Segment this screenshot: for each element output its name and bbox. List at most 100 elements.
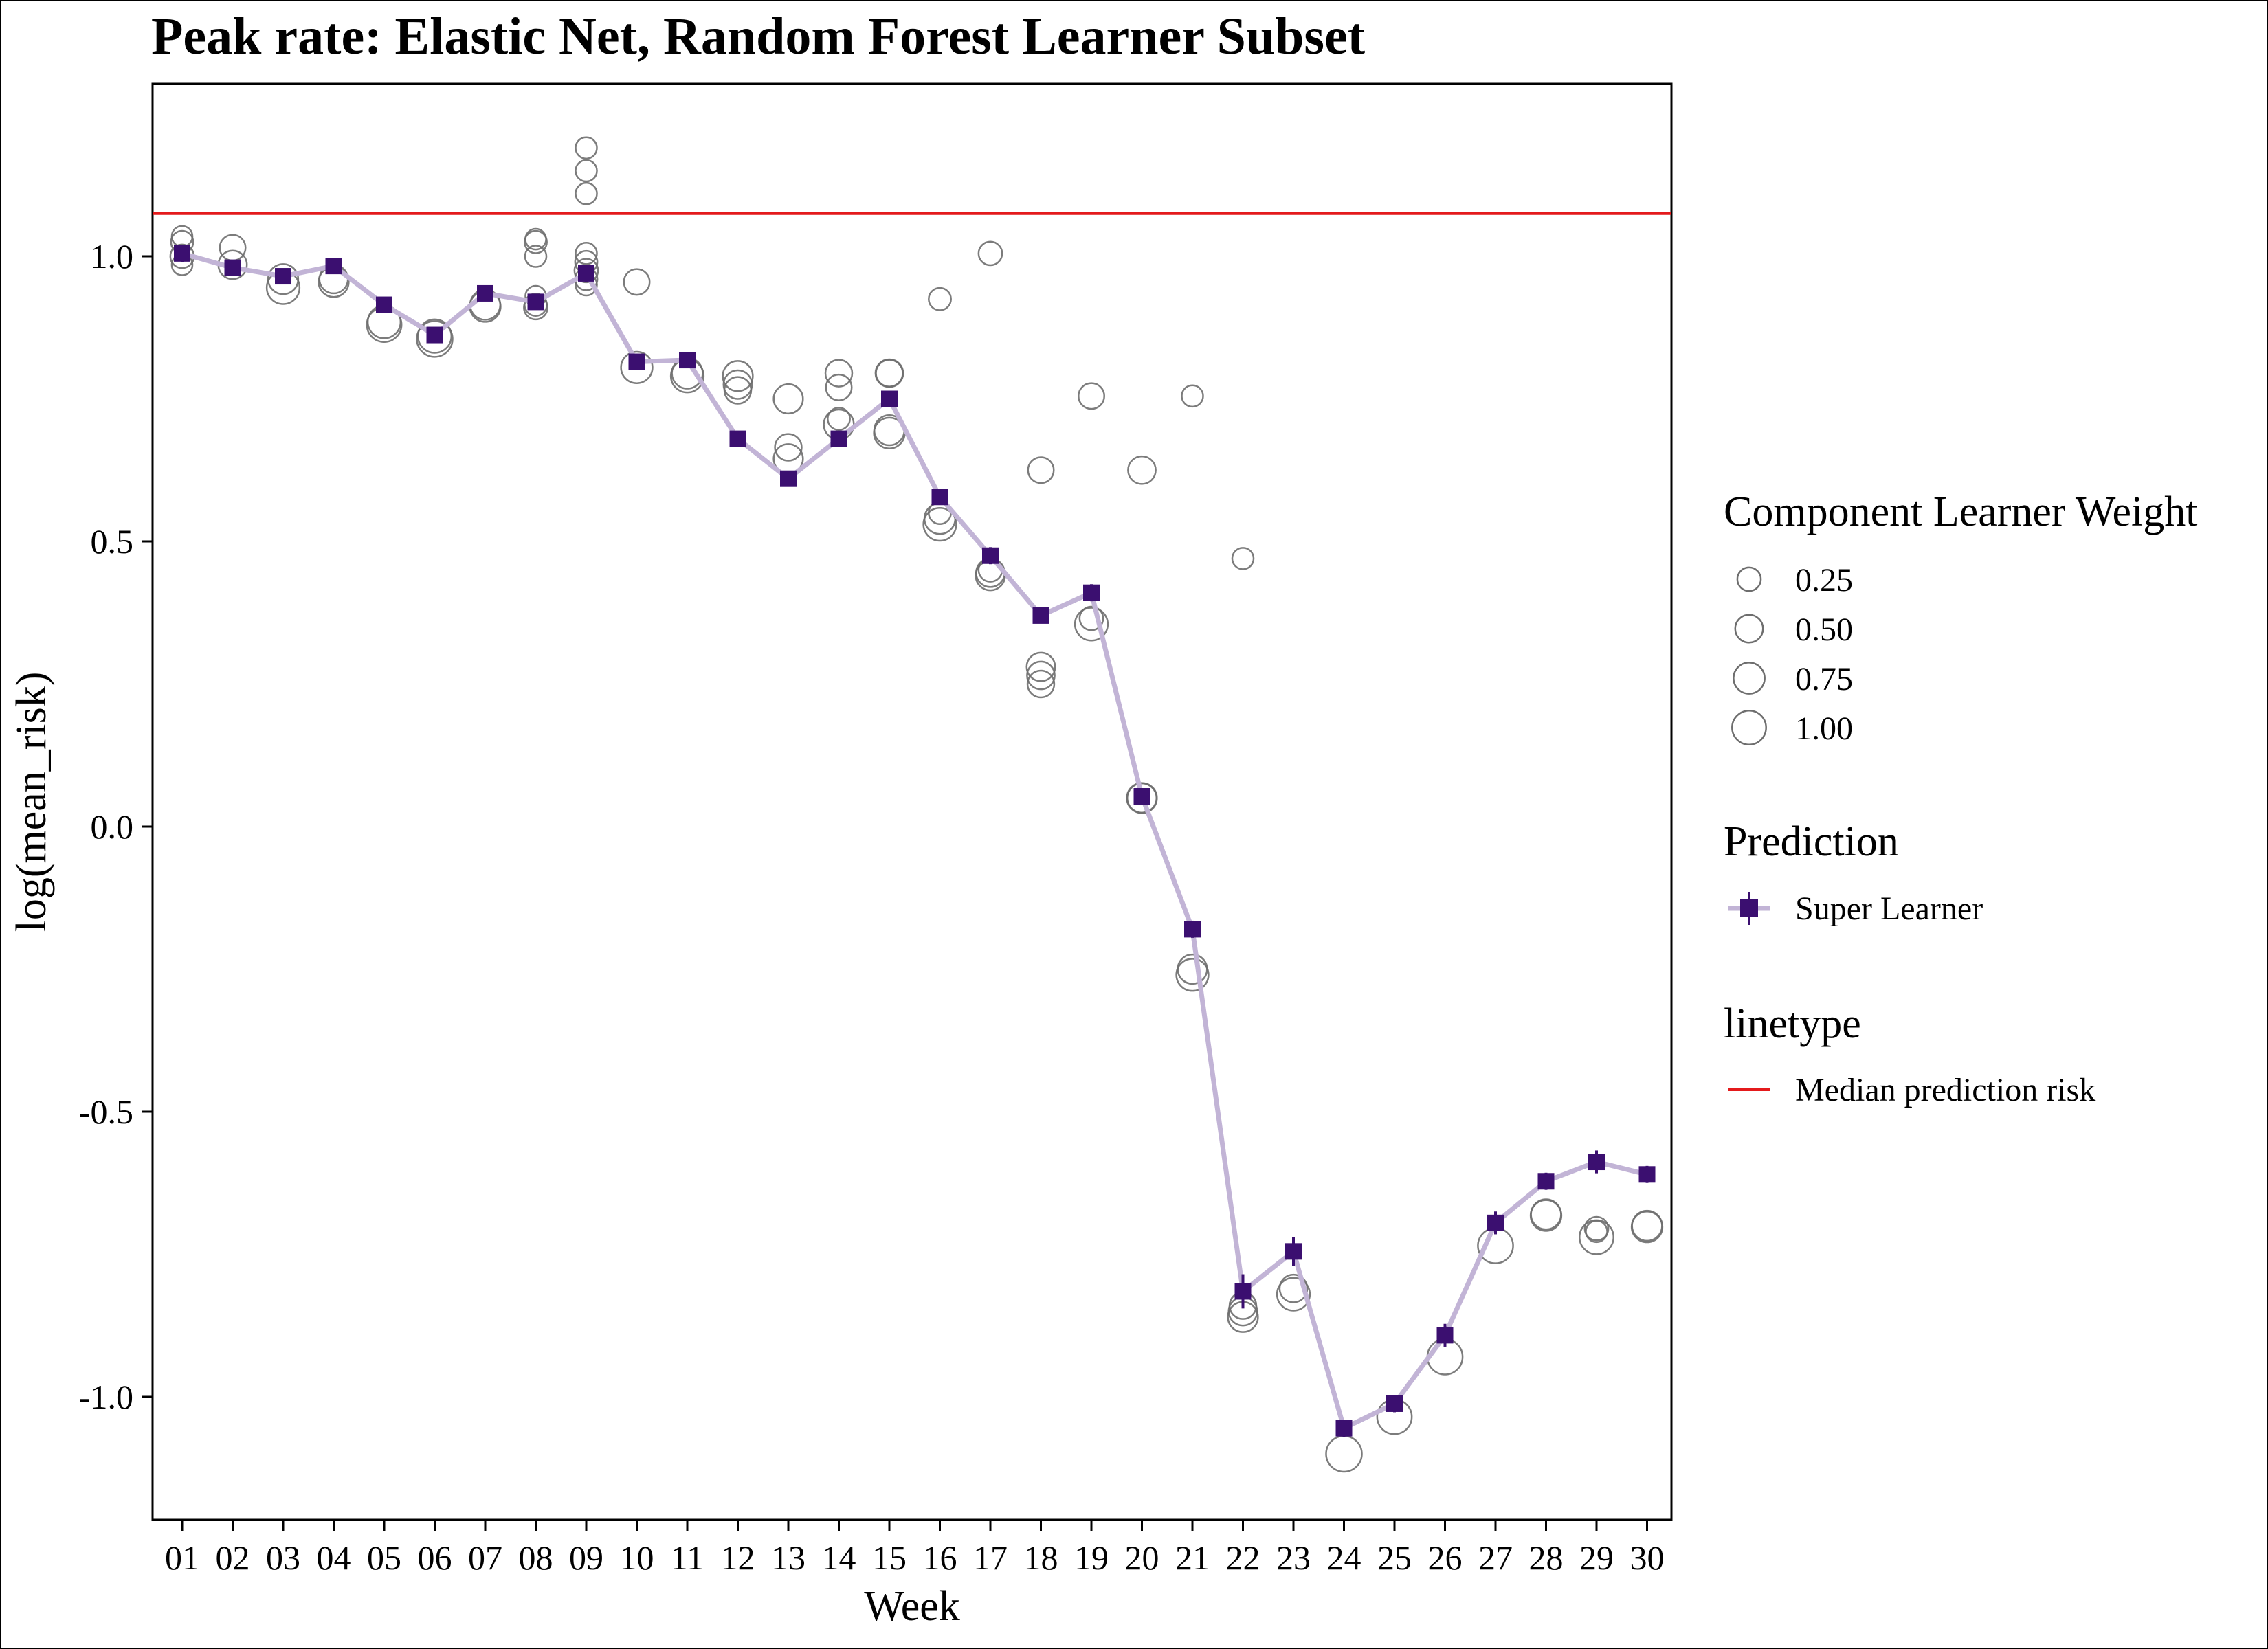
x-tick-label: 26 [1428,1538,1463,1577]
super-learner-point [376,296,392,313]
component-learner-point [620,350,654,384]
super-learner-layer [174,245,1656,1437]
component-learner-point [1583,1215,1610,1242]
component-learner-point [575,181,598,205]
super-learner-point [1436,1327,1454,1344]
component-learner-point [1026,660,1056,691]
component-learner-point [723,376,753,405]
x-tick-label: 12 [721,1538,755,1577]
plot-border [151,82,1673,1521]
component-learner-point [1127,455,1157,485]
plot-panel [151,82,1673,1521]
x-tick-label: 02 [216,1538,250,1577]
component-learner-point [977,240,1003,267]
super-learner-point [1234,1283,1252,1300]
super-learner-point [1083,584,1100,601]
x-tick-label: 28 [1529,1538,1564,1577]
super-learner-point [527,293,544,311]
super-learner-point [982,547,999,564]
x-axis: 01 02 03 04 05 06 07 08 09 10 11 12 13 14 15 16 17 18 19 20… [165,1520,1665,1577]
super-learner-point [1386,1395,1403,1412]
x-tick-label: 15 [872,1538,907,1577]
super-learner-point [1184,921,1201,938]
super-learner-point [628,353,645,370]
component-learner-point [1126,782,1158,814]
x-tick-label: 07 [468,1538,502,1577]
component-learner-point [416,318,453,354]
x-tick-label: 19 [1074,1538,1109,1577]
legend-size-label: 1.00 [1795,710,1853,747]
x-tick-label: 10 [620,1538,654,1577]
component-learner-point [1181,384,1204,408]
super-learner-point [174,245,190,262]
y-tick-label: -1.0 [79,1378,133,1416]
x-tick-label: 13 [771,1538,805,1577]
component-learner-point [922,506,957,542]
legend-size-circle [1733,662,1766,695]
component-learner-point [524,229,548,254]
component-learner-point [1074,607,1109,642]
component-learner-point [875,359,904,388]
x-tick-label: 01 [165,1538,199,1577]
y-tick-label: 0.5 [91,522,134,561]
x-tick-label: 08 [519,1538,553,1577]
y-tick-label: -0.5 [79,1092,133,1131]
x-tick-label: 09 [569,1538,603,1577]
y-axis-title: log(mean_risk) [8,672,55,932]
x-tick-label: 05 [367,1538,401,1577]
legend-median-label: Median prediction risk [1795,1072,2095,1108]
legend-size-circle [1734,614,1764,644]
x-tick-label: 24 [1327,1538,1361,1577]
y-axis: 1.0 0.5 0.0 -0.5 -1.0 [79,237,153,1416]
component-learner-point [772,383,804,415]
super-learner-point [780,470,797,487]
super-learner-point [1487,1214,1504,1231]
super-learner-point [931,489,948,506]
component-learner-point [1276,1277,1311,1312]
legend: Component Learner Weight 0.25 0.50 0.75 1.0… [1724,489,2197,1108]
component-learner-point [1078,605,1104,631]
super-learner-point [881,390,898,407]
component-learner-point [1027,456,1055,484]
component-learner-point [623,268,651,296]
component-learner-point [1231,547,1255,570]
legend-size-label: 0.50 [1795,612,1853,648]
super-learner-point [477,284,493,302]
legend-super-learner-key [1728,892,1770,925]
super-learner-point [1133,788,1150,805]
component-learner-point [1578,1219,1615,1255]
component-learner-point [928,287,952,311]
super-learner-line [181,251,1648,1431]
chart-title: Peak rate: Elastic Net, Random Forest Le… [151,8,1365,65]
x-tick-label: 17 [973,1538,1008,1577]
super-learner-point [1032,607,1049,624]
component-learner-point [1630,1211,1664,1244]
component-learner-point [1026,669,1056,699]
x-tick-label: 20 [1125,1538,1159,1577]
super-learner-point [578,265,594,282]
x-tick-label: 23 [1276,1538,1311,1577]
super-learner-point [1285,1243,1302,1260]
x-tick-label: 11 [671,1538,704,1577]
x-tick-label: 18 [1024,1538,1058,1577]
x-tick-label: 16 [923,1538,957,1577]
component-learner-point [575,136,598,160]
super-learner-point [275,268,291,285]
component-learner-point [827,407,851,431]
component-learner-point [267,263,300,295]
super-learner-point [224,259,241,276]
size-legend-items: 0.25 0.50 0.75 1.00 [1731,562,1853,747]
x-axis-title: Week [864,1583,960,1630]
y-tick-label: 0.0 [91,807,134,846]
x-tick-label: 22 [1226,1538,1260,1577]
super-learner-point [830,430,847,447]
x-tick-label: 25 [1377,1538,1412,1577]
legend-size-circle [1731,710,1767,745]
component-learner-point [416,320,454,358]
component-learner-point [524,245,548,268]
x-tick-label: 06 [418,1538,452,1577]
component-learner-point [575,242,598,265]
x-tick-label: 03 [266,1538,300,1577]
component-learner-point [1077,382,1106,410]
